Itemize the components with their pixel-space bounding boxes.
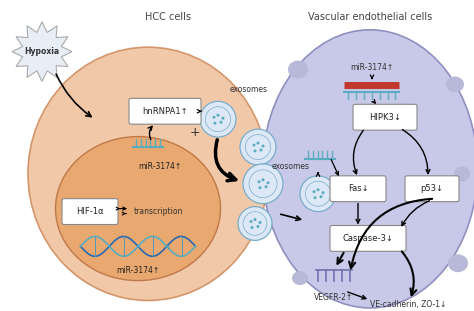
Ellipse shape [254,150,256,152]
Ellipse shape [254,218,256,221]
Ellipse shape [262,145,264,147]
Ellipse shape [28,47,268,300]
Ellipse shape [317,188,319,191]
Ellipse shape [263,30,474,308]
Ellipse shape [259,149,263,151]
FancyBboxPatch shape [330,225,406,251]
Ellipse shape [217,114,219,117]
Ellipse shape [448,254,468,272]
Ellipse shape [55,137,220,281]
Text: exosomes: exosomes [272,162,310,171]
Ellipse shape [313,196,317,199]
Ellipse shape [266,181,270,184]
Ellipse shape [219,121,222,124]
Text: miR-3174↑: miR-3174↑ [350,63,393,72]
Text: VEGFR-2↑: VEGFR-2↑ [314,293,354,302]
Text: HIPK3↓: HIPK3↓ [369,113,401,122]
Ellipse shape [240,129,276,165]
Ellipse shape [221,117,225,120]
Ellipse shape [319,195,322,198]
Polygon shape [12,22,72,81]
Ellipse shape [292,271,308,285]
Ellipse shape [264,185,267,188]
Ellipse shape [321,191,325,194]
Ellipse shape [213,122,217,125]
FancyBboxPatch shape [330,176,386,202]
Text: hnRNPA1↑: hnRNPA1↑ [142,107,188,116]
Text: miR-3174↑: miR-3174↑ [117,266,160,275]
Text: Caspase-3↓: Caspase-3↓ [343,234,393,243]
Ellipse shape [256,225,259,228]
Text: HCC cells: HCC cells [145,12,191,22]
Text: VE-cadherin, ZO-1↓: VE-cadherin, ZO-1↓ [370,300,446,309]
Ellipse shape [243,164,283,204]
Ellipse shape [200,101,236,137]
Ellipse shape [262,178,264,181]
Ellipse shape [212,116,216,119]
FancyBboxPatch shape [129,98,201,124]
Text: p53↓: p53↓ [420,184,444,193]
Text: Fas↓: Fas↓ [348,184,368,193]
Ellipse shape [253,144,255,146]
Text: exosomes: exosomes [230,85,268,94]
Text: transcription: transcription [133,207,182,216]
FancyBboxPatch shape [62,199,118,225]
FancyBboxPatch shape [353,104,417,130]
Text: Hypoxia: Hypoxia [25,47,60,56]
Text: Vascular endothelial cells: Vascular endothelial cells [308,12,432,22]
Ellipse shape [454,166,470,181]
Text: miR-3174↑: miR-3174↑ [138,162,182,171]
Ellipse shape [249,220,253,223]
Ellipse shape [256,142,259,145]
Text: +: + [190,126,201,139]
Ellipse shape [312,190,316,193]
FancyBboxPatch shape [405,176,459,202]
Ellipse shape [446,77,464,92]
Ellipse shape [288,61,308,78]
Text: HIF-1α: HIF-1α [76,207,104,216]
Ellipse shape [300,176,336,211]
Ellipse shape [238,207,272,240]
Ellipse shape [258,186,262,189]
Ellipse shape [257,180,261,183]
Ellipse shape [250,226,254,229]
Ellipse shape [258,221,262,224]
